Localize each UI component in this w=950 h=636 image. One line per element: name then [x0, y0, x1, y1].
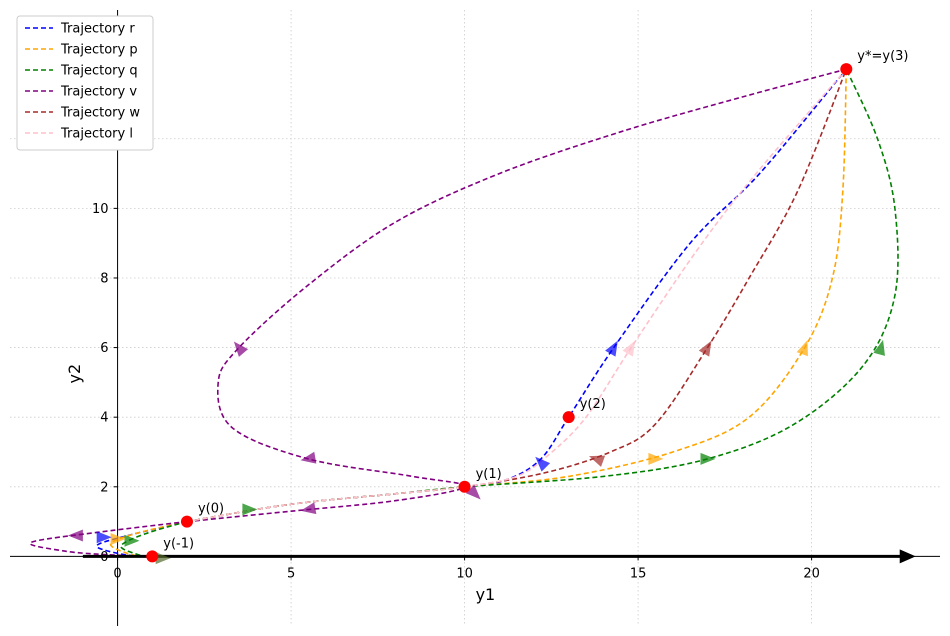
- series-line-4: [186, 68, 848, 523]
- arrow-marker-shape: [796, 340, 808, 357]
- arrow-marker-shape: [605, 340, 618, 357]
- legend-label: Trajectory q: [60, 64, 138, 79]
- legend-label: Trajectory l: [60, 127, 133, 142]
- x-tick-label: 20: [803, 566, 820, 581]
- x-axis-title: y1: [476, 585, 496, 604]
- arrow-marker-shape: [535, 456, 551, 472]
- arrow-marker-shape: [233, 341, 249, 357]
- arrow-marker: [873, 339, 885, 356]
- baseline-arrow-head: [899, 549, 916, 564]
- x-tick-label: 0: [113, 566, 121, 581]
- arrow-marker-shape: [96, 531, 112, 544]
- arrow-marker: [535, 456, 551, 472]
- y-tick-label: 8: [100, 271, 108, 286]
- arrow-marker-shape: [110, 533, 126, 545]
- legend-label: Trajectory w: [60, 106, 140, 121]
- arrow-marker: [233, 341, 249, 357]
- arrow-marker: [648, 452, 664, 465]
- arrow-marker: [622, 340, 636, 357]
- arrow-marker-shape: [155, 552, 171, 565]
- key-point: [840, 63, 853, 76]
- lower-loop-v: [29, 520, 188, 558]
- arrow-marker-shape: [648, 452, 664, 465]
- arrow-marker: [124, 534, 140, 547]
- arrow-marker: [605, 340, 618, 357]
- arrow-marker-shape: [698, 340, 712, 357]
- legend: Trajectory r Trajectory p Trajectory q Traj…: [16, 15, 154, 151]
- arrow-marker-shape: [700, 452, 716, 465]
- key-points: y(-1) y(0) y(1) y(2) y*=y(3): [146, 49, 909, 563]
- arrow-marker-shape: [242, 503, 258, 516]
- y-tick-label: 10: [92, 202, 109, 217]
- arrow-marker: [300, 502, 317, 515]
- y-tick-label: 2: [100, 480, 108, 495]
- arrow-marker-shape: [873, 339, 885, 356]
- key-point: [180, 515, 193, 528]
- arrow-markers: [67, 339, 885, 565]
- y-tick-label: 4: [100, 411, 108, 426]
- series-line-0: [186, 68, 847, 523]
- key-point: [458, 480, 471, 493]
- arrow-marker-shape: [465, 484, 481, 500]
- key-point: [146, 550, 159, 563]
- arrow-marker-shape: [588, 455, 606, 467]
- key-point-label: y(2): [580, 397, 606, 412]
- arrow-marker: [242, 503, 258, 516]
- y-tick-label: 6: [100, 341, 108, 356]
- x-tick-label: 10: [456, 566, 473, 581]
- arrow-marker: [700, 452, 716, 465]
- arrow-marker-shape: [124, 534, 140, 547]
- legend-label: Trajectory v: [60, 85, 137, 100]
- arrow-marker-shape: [300, 451, 317, 464]
- arrow-marker: [300, 451, 317, 464]
- arrow-marker: [96, 531, 112, 544]
- arrow-marker: [110, 533, 126, 545]
- series-group: [29, 68, 916, 564]
- key-point: [562, 411, 575, 424]
- key-point-label: y(-1): [163, 536, 194, 551]
- legend-label: Trajectory p: [60, 43, 138, 58]
- arrow-marker-shape: [622, 340, 636, 357]
- series-line-1: [186, 69, 848, 523]
- legend-label: Trajectory r: [60, 22, 135, 37]
- arrow-marker: [155, 552, 171, 565]
- key-point-label: y*=y(3): [857, 49, 908, 64]
- arrow-marker: [698, 340, 712, 357]
- arrow-marker: [796, 340, 808, 357]
- arrow-marker-shape: [67, 529, 83, 542]
- key-point-label: y(0): [198, 502, 224, 517]
- arrow-marker-shape: [300, 502, 317, 515]
- y-axis-title: y2: [65, 364, 84, 384]
- x-tick-label: 15: [630, 566, 647, 581]
- x-tick-label: 5: [287, 566, 295, 581]
- series-line-5: [186, 68, 847, 523]
- series-line-3: [186, 68, 847, 523]
- y-tick-label: 0: [100, 550, 108, 565]
- arrow-marker: [588, 455, 606, 467]
- key-point-label: y(1): [476, 467, 502, 482]
- arrow-marker: [465, 484, 481, 500]
- arrow-marker: [67, 529, 83, 542]
